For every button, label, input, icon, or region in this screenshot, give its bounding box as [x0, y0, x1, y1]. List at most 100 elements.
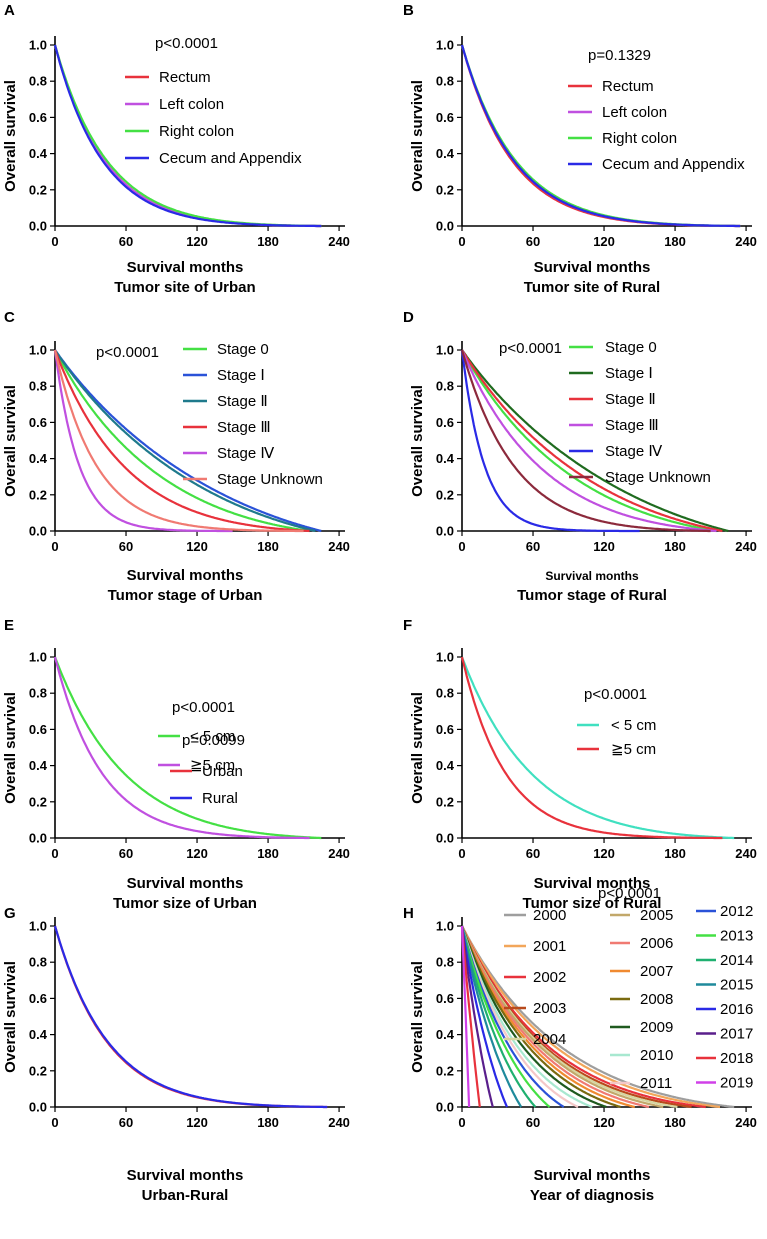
x-tick-label: 120 [186, 1115, 208, 1130]
y-tick-label: 0.2 [436, 487, 454, 502]
curve-2019 [460, 925, 471, 1108]
legend-label: 2002 [533, 969, 566, 986]
x-tick-label: 60 [119, 1115, 133, 1130]
y-axis-label: Overall survival [409, 80, 426, 192]
y-tick-label: 1.0 [29, 38, 47, 53]
y-tick-label: 0.8 [29, 955, 47, 970]
panel-e: 0.0 0.2 0.4 0.6 0.8 1.0 0 60 120 180 240 Overall su… [2, 617, 350, 912]
curve-2008 [460, 925, 621, 1109]
curve-2016 [460, 925, 509, 1108]
x-axis-label: Survival months [127, 1167, 244, 1184]
legend-label: Right colon [159, 123, 234, 140]
x-axis-label: Survival months [545, 569, 639, 583]
legend-label: < 5 cm [190, 728, 235, 745]
y-tick-label: 1.0 [29, 650, 47, 665]
y-tick-label: 0.8 [436, 379, 454, 394]
x-axis-label: Survival months [127, 259, 244, 276]
x-tick-label: 240 [328, 1115, 350, 1130]
legend-label: 2006 [640, 935, 673, 952]
legend-label: 2019 [720, 1075, 753, 1092]
curve-2001 [461, 925, 721, 1109]
p-value: p<0.0001 [499, 340, 562, 357]
y-tick-label: 0.8 [29, 379, 47, 394]
y-tick-label: 0.2 [436, 182, 454, 197]
x-tick-label: 60 [119, 846, 133, 861]
y-tick-label: 0.4 [29, 1027, 48, 1042]
legend-label: Rectum [159, 69, 211, 86]
x-tick-label: 0 [458, 1115, 465, 1130]
legend-label: 2015 [720, 977, 753, 994]
x-tick-label: 180 [257, 539, 279, 554]
y-tick-label: 0.0 [436, 219, 454, 234]
y-axis-label: Overall survival [2, 80, 19, 192]
panel-a: 0.0 0.2 0.4 0.6 0.8 1.0 0 60 120 180 240 Overall su… [2, 2, 350, 296]
y-tick-label: 0.8 [29, 686, 47, 701]
legend-label: Left colon [159, 96, 224, 113]
p-value: p=0.1329 [588, 47, 651, 64]
legend-label: Stage Ⅱ [605, 391, 656, 408]
x-tick-label: 120 [186, 234, 208, 249]
curve-cecum-and-appendix [53, 44, 322, 228]
panel-letter: A [4, 2, 15, 19]
panel-subtitle: Tumor site of Rural [524, 279, 660, 296]
x-tick-label: 0 [458, 234, 465, 249]
panel-letter: E [4, 617, 14, 634]
legend-label: Rural [202, 790, 238, 807]
y-tick-label: 1.0 [436, 919, 454, 934]
y-axis-label: Overall survival [2, 385, 19, 497]
y-axis-label: Overall survival [409, 692, 426, 804]
curve--5-cm [53, 656, 322, 840]
legend-label: Stage Ⅰ [605, 365, 653, 382]
legend-label: 2008 [640, 991, 673, 1008]
y-tick-label: 0.8 [436, 955, 454, 970]
y-tick-label: 0.8 [436, 74, 454, 89]
y-tick-label: 0.6 [436, 415, 454, 430]
panel-letter: B [403, 2, 414, 19]
p-value: p<0.0001 [598, 885, 661, 902]
panel-subtitle: Tumor size of Rural [523, 895, 662, 912]
p-value: p<0.0001 [584, 686, 647, 703]
p-value: p<0.0001 [172, 699, 235, 716]
curve-stage- [461, 349, 723, 533]
legend-label: Stage 0 [605, 339, 657, 356]
legend-label: Cecum and Appendix [159, 150, 302, 167]
legend-label: 2005 [640, 907, 673, 924]
y-tick-label: 1.0 [29, 919, 47, 934]
x-tick-label: 240 [735, 846, 757, 861]
y-tick-label: 0.8 [29, 74, 47, 89]
x-tick-label: 240 [735, 234, 757, 249]
curve-stage- [54, 349, 316, 533]
y-tick-label: 0.6 [29, 415, 47, 430]
panel-letter: H [403, 905, 414, 922]
y-axis-label: Overall survival [2, 961, 19, 1073]
x-tick-label: 120 [593, 234, 615, 249]
y-tick-label: 1.0 [29, 343, 47, 358]
x-tick-label: 180 [664, 1115, 686, 1130]
curve-stage-unknown [53, 349, 304, 533]
x-tick-label: 180 [257, 234, 279, 249]
y-tick-label: 0.6 [29, 110, 47, 125]
x-tick-label: 0 [51, 234, 58, 249]
curve-stage- [460, 349, 717, 533]
curve-2014 [460, 925, 537, 1108]
legend-label: Stage Ⅱ [217, 393, 268, 410]
x-tick-label: 240 [328, 234, 350, 249]
y-tick-label: 0.0 [29, 831, 47, 846]
y-tick-label: 0.0 [29, 219, 47, 234]
panel-subtitle: Tumor stage of Urban [108, 587, 263, 604]
y-axis-label: Overall survival [409, 961, 426, 1073]
curve-2013 [460, 925, 551, 1108]
y-tick-label: 0.2 [29, 182, 47, 197]
curve-cecum-and-appendix [460, 44, 741, 228]
x-tick-label: 0 [458, 539, 465, 554]
p-value: p<0.0001 [96, 344, 159, 361]
x-axis-label: Survival months [534, 875, 651, 892]
legend-label: Cecum and Appendix [602, 156, 745, 173]
curve-stage- [461, 349, 729, 533]
panel-subtitle: Tumor stage of Rural [517, 587, 667, 604]
legend-label: 2014 [720, 952, 753, 969]
x-tick-label: 120 [186, 539, 208, 554]
legend-label: Stage Ⅲ [217, 419, 271, 436]
x-axis-label: Survival months [534, 259, 651, 276]
